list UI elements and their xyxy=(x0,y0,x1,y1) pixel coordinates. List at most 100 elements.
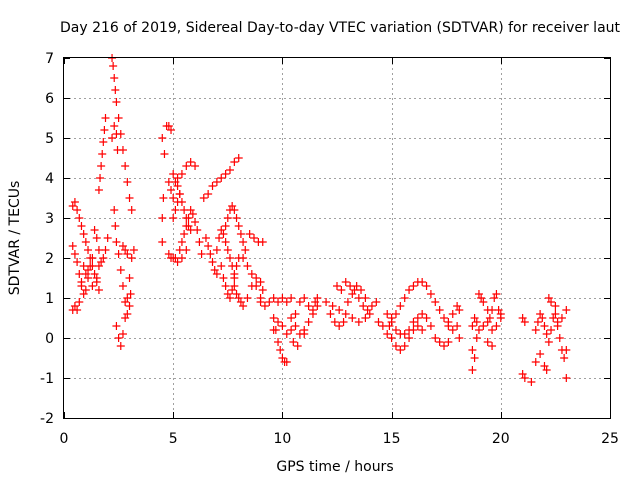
data-point xyxy=(468,322,477,330)
data-point xyxy=(201,234,210,242)
data-point xyxy=(400,330,409,338)
data-point xyxy=(121,298,130,306)
data-point xyxy=(245,230,254,238)
x-axis-label: GPS time / hours xyxy=(276,459,393,475)
data-point xyxy=(544,294,553,302)
data-point xyxy=(256,278,265,286)
data-point xyxy=(496,310,505,318)
data-point xyxy=(68,202,77,210)
y-tick-label: 0 xyxy=(45,331,54,347)
data-point xyxy=(542,330,551,338)
data-point xyxy=(110,122,119,130)
data-point xyxy=(396,346,405,354)
data-point xyxy=(81,270,90,278)
data-point xyxy=(111,86,120,94)
data-point xyxy=(221,238,230,246)
data-point xyxy=(488,326,497,334)
data-point xyxy=(391,310,400,318)
data-point xyxy=(357,286,366,294)
data-point xyxy=(114,250,123,258)
data-point xyxy=(426,290,435,298)
data-point xyxy=(169,170,178,178)
data-point xyxy=(372,298,381,306)
data-point xyxy=(208,258,217,266)
data-point xyxy=(103,234,112,242)
data-point xyxy=(274,298,283,306)
data-point xyxy=(455,334,464,342)
data-point xyxy=(278,354,287,362)
axis-ticks: 0 5 10 15 20 25 -2 -1 0 1 2 3 4 5 6 7 xyxy=(40,51,619,447)
y-axis-label: SDTVAR / TECUs xyxy=(7,181,23,296)
data-point xyxy=(413,314,422,322)
data-point xyxy=(440,314,449,322)
data-point xyxy=(313,302,322,310)
data-point xyxy=(409,282,418,290)
data-point xyxy=(230,206,239,214)
data-point xyxy=(483,318,492,326)
data-point xyxy=(112,238,121,246)
y-tick-label: 1 xyxy=(45,291,54,307)
data-point xyxy=(282,298,291,306)
data-point xyxy=(435,338,444,346)
data-point xyxy=(175,246,184,254)
data-point xyxy=(538,314,547,322)
data-point xyxy=(426,322,435,330)
data-point xyxy=(330,318,339,326)
data-point xyxy=(328,302,337,310)
data-point xyxy=(492,290,501,298)
data-point xyxy=(359,302,368,310)
data-point xyxy=(118,282,127,290)
data-point xyxy=(236,230,245,238)
data-point xyxy=(125,274,134,282)
data-point xyxy=(230,282,239,290)
data-point xyxy=(114,114,123,122)
data-point xyxy=(111,222,120,230)
data-point xyxy=(282,358,291,366)
data-point xyxy=(422,282,431,290)
data-point xyxy=(121,246,130,254)
data-point xyxy=(518,314,527,322)
data-point xyxy=(90,270,99,278)
data-point xyxy=(217,226,226,234)
data-point xyxy=(171,178,180,186)
data-point xyxy=(230,274,239,282)
data-point xyxy=(70,250,79,258)
x-tick-label: 20 xyxy=(492,431,510,447)
data-point xyxy=(221,222,230,230)
data-point xyxy=(84,274,93,282)
data-point xyxy=(223,246,232,254)
data-point xyxy=(308,306,317,314)
data-point xyxy=(79,290,88,298)
data-point xyxy=(405,286,414,294)
grid xyxy=(64,58,610,418)
data-point xyxy=(239,302,248,310)
data-point xyxy=(304,318,313,326)
data-point xyxy=(472,318,481,326)
data-point xyxy=(75,214,84,222)
data-point xyxy=(391,326,400,334)
data-point xyxy=(300,294,309,302)
data-point xyxy=(125,194,134,202)
data-point xyxy=(343,298,352,306)
data-point xyxy=(217,262,226,270)
data-point xyxy=(326,310,335,318)
data-point xyxy=(88,254,97,262)
data-point xyxy=(112,98,121,106)
data-point xyxy=(549,314,558,322)
data-point xyxy=(339,318,348,326)
data-point xyxy=(77,222,86,230)
data-point xyxy=(123,178,132,186)
data-point xyxy=(169,214,178,222)
data-point xyxy=(121,162,130,170)
data-point xyxy=(206,250,215,258)
data-point xyxy=(173,198,182,206)
y-tick-label: 2 xyxy=(45,251,54,267)
y-tick-label: -2 xyxy=(40,411,54,427)
data-point xyxy=(391,342,400,350)
data-point xyxy=(520,318,529,326)
data-point xyxy=(177,254,186,262)
data-point xyxy=(182,222,191,230)
data-point xyxy=(173,182,182,190)
data-point xyxy=(269,314,278,322)
